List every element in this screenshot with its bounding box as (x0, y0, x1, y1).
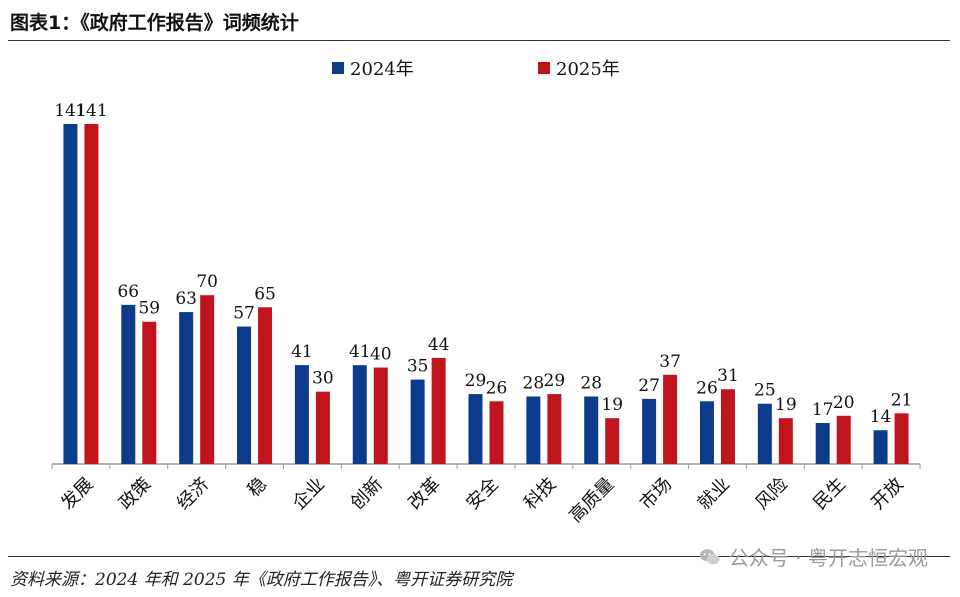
wechat-icon (699, 548, 720, 564)
bar-2024 (584, 396, 599, 464)
data-label-2024: 28 (523, 373, 545, 393)
bar-2025 (373, 367, 388, 464)
x-tick-label: 政策 (115, 474, 155, 514)
bar-2024 (121, 304, 136, 464)
data-label-2025: 40 (370, 345, 392, 365)
x-tick-label: 风险 (752, 474, 792, 514)
legend: 2024年 2025年 (0, 55, 960, 81)
x-tick-label: 稳 (244, 474, 272, 502)
bar-2024 (815, 423, 830, 464)
data-label-2025: 30 (312, 369, 334, 389)
bar-2024 (526, 396, 541, 464)
x-tick-label: 经济 (173, 474, 213, 514)
bar-2024 (699, 401, 714, 464)
data-label-2024: 26 (696, 378, 718, 398)
x-tick-label: 企业 (289, 474, 329, 514)
data-label-2025: 26 (486, 378, 508, 398)
bar-2025 (489, 401, 504, 464)
data-label-2025: 44 (428, 335, 450, 355)
legend-label-2024: 2024年 (350, 59, 414, 80)
data-label-2024: 27 (638, 376, 660, 396)
data-label-2025: 19 (775, 395, 797, 415)
bar-2025 (84, 124, 99, 464)
data-label-2025: 70 (196, 272, 218, 292)
bar-2024 (468, 394, 483, 464)
legend-swatch-2024 (332, 62, 344, 74)
bar-2025 (663, 374, 678, 464)
x-tick-label: 创新 (347, 474, 387, 514)
legend-label-2025: 2025年 (556, 59, 620, 80)
x-tick-label: 民生 (809, 474, 849, 514)
legend-item-2024: 2024年 (332, 55, 414, 81)
data-label-2024: 28 (580, 373, 602, 393)
data-label-2025: 59 (138, 299, 160, 319)
data-label-2025: 29 (544, 371, 566, 391)
bar-2024 (410, 379, 425, 464)
data-label-2024: 141 (54, 101, 86, 121)
data-label-2024: 14 (870, 407, 892, 427)
data-label-2024: 41 (291, 342, 313, 362)
bar-2024 (179, 312, 194, 464)
bar-2025 (547, 394, 562, 464)
chart-title: 图表1：《政府工作报告》词频统计 (10, 12, 299, 34)
bar-2025 (431, 357, 446, 464)
bar-2025 (720, 389, 735, 464)
legend-item-2025: 2025年 (538, 55, 620, 81)
x-tick-label: 改革 (404, 474, 444, 514)
x-tick-label: 开放 (867, 474, 907, 514)
watermark-text: 公众号 · 粤开志恒宏观 (728, 546, 928, 570)
data-label-2025: 31 (717, 366, 739, 386)
title-divider (8, 40, 950, 41)
bar-2025 (258, 307, 273, 464)
bar-2024 (294, 365, 309, 464)
footer-divider (8, 556, 950, 557)
bar-2025 (315, 391, 330, 464)
data-label-2025: 65 (254, 284, 276, 304)
bar-2024 (352, 365, 367, 464)
data-label-2025: 141 (75, 101, 107, 121)
data-label-2024: 29 (465, 371, 487, 391)
data-label-2024: 25 (754, 381, 776, 401)
x-tick-label: 高质量 (565, 474, 618, 527)
x-tick-label: 就业 (694, 474, 734, 514)
bar-2025 (836, 415, 851, 464)
data-label-2024: 57 (233, 304, 255, 324)
data-label-2025: 21 (891, 390, 913, 410)
data-label-2025: 20 (833, 393, 855, 413)
data-label-2024: 63 (175, 289, 197, 309)
bar-2025 (894, 413, 909, 464)
source-note: 资料来源：2024 年和 2025 年《政府工作报告》、粤开证券研究院 (10, 570, 513, 590)
bar-2025 (778, 418, 793, 464)
bar-2025 (200, 295, 215, 464)
x-tick-label: 发展 (57, 474, 97, 514)
data-label-2024: 66 (117, 282, 139, 302)
x-tick-label: 安全 (462, 474, 502, 514)
data-label-2024: 41 (349, 342, 371, 362)
bar-2024 (237, 326, 252, 464)
data-label-2025: 37 (659, 352, 681, 372)
bar-2024 (63, 124, 78, 464)
data-label-2024: 17 (812, 400, 834, 420)
data-label-2024: 35 (407, 357, 429, 377)
bar-2024 (642, 398, 657, 464)
bar-2025 (142, 321, 157, 464)
bar-2024 (757, 403, 772, 464)
data-label-2025: 19 (601, 395, 623, 415)
watermark: 公众号 · 粤开志恒宏观 (699, 542, 928, 571)
bar-2025 (605, 418, 620, 464)
x-tick-label: 科技 (520, 474, 560, 514)
legend-swatch-2025 (538, 62, 550, 74)
bar-2024 (873, 430, 888, 464)
x-tick-label: 市场 (636, 474, 676, 514)
